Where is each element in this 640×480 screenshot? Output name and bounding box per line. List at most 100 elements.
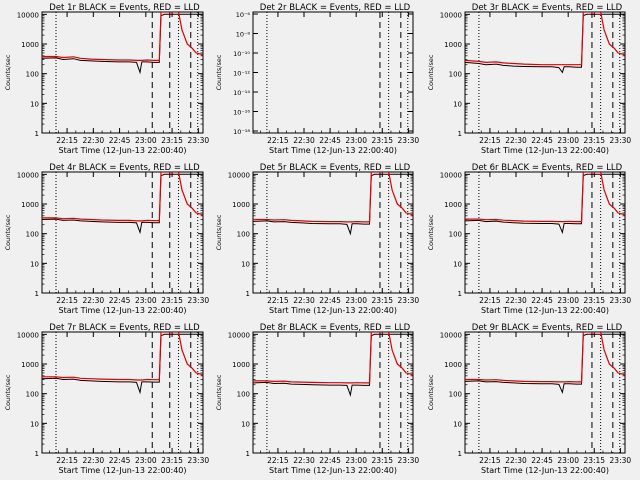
y-tick-label: 1 [35, 450, 39, 458]
x-tick-label: 22:45 [531, 136, 553, 145]
plot-frame [41, 171, 204, 294]
panel-title: Det 5r BLACK = Events, RED = LLD [260, 163, 411, 173]
x-tick-label: 23:00 [135, 136, 157, 145]
chart-panel-9: Det 9r BLACK = Events, RED = LLD Counts/s… [427, 323, 631, 475]
y-axis-label: Counts/sec [215, 214, 223, 250]
x-tick-label: 23:00 [135, 296, 157, 305]
x-tick-label: 23:30 [188, 296, 210, 305]
y-tick-label: 10 [453, 260, 462, 268]
plot-frame [464, 331, 626, 454]
x-axis-label: Start Time (12-Jun-13 22:00:40) [59, 146, 187, 155]
y-tick-label: 1 [35, 290, 39, 298]
x-tick-label: 23:30 [398, 456, 420, 465]
x-tick-label: 23:30 [188, 456, 210, 465]
y-axis-label: Counts/sec [4, 54, 12, 90]
x-tick-label: 22:15 [267, 296, 289, 305]
x-tick-label: 23:30 [188, 136, 210, 145]
series-line-lld [42, 332, 203, 381]
x-tick-label: 22:45 [109, 136, 131, 145]
y-tick-label: 10⁻⁶ [236, 11, 251, 19]
y-tick-label: 10⁻¹⁰ [233, 50, 250, 58]
series-line-events [465, 13, 625, 74]
x-tick-label: 23:15 [161, 136, 183, 145]
y-tick-label: 10⁻¹² [233, 70, 250, 78]
y-tick-label: 10000 [440, 171, 462, 179]
x-tick-label: 23:15 [583, 136, 605, 145]
series-line-lld [465, 332, 625, 383]
y-tick-label: 100 [449, 231, 462, 239]
y-tick-label: 10 [30, 260, 39, 268]
x-tick-label: 23:30 [610, 296, 632, 305]
y-tick-label: 1000 [444, 41, 462, 49]
x-tick-label: 22:30 [505, 296, 527, 305]
series-line-events [42, 173, 203, 235]
x-tick-label: 22:30 [83, 456, 105, 465]
x-tick-label: 22:15 [56, 456, 78, 465]
y-tick-label: 100 [449, 391, 462, 399]
x-tick-label: 23:15 [583, 456, 605, 465]
y-axis-label: Counts/sec [4, 374, 12, 410]
chart-panel-1: Det 1r BLACK = Events, RED = LLD Counts/s… [4, 3, 209, 155]
x-tick-label: 23:00 [135, 456, 157, 465]
x-tick-label: 22:15 [56, 296, 78, 305]
plot-frame [41, 331, 204, 454]
x-axis-label: Start Time (12-Jun-13 22:00:40) [481, 146, 609, 155]
y-tick-label: 10000 [17, 171, 39, 179]
x-tick-label: 22:45 [531, 296, 553, 305]
x-tick-label: 22:15 [56, 136, 78, 145]
x-tick-label: 22:30 [293, 456, 315, 465]
x-axis-label: Start Time (12-Jun-13 22:00:40) [59, 466, 187, 475]
panel-title: Det 6r BLACK = Events, RED = LLD [472, 163, 623, 173]
panel-title: Det 7r BLACK = Events, RED = LLD [49, 323, 200, 333]
y-tick-label: 1 [458, 130, 462, 138]
x-tick-label: 22:30 [293, 136, 315, 145]
y-tick-label: 1 [246, 450, 250, 458]
plot-frame [464, 11, 626, 134]
y-tick-label: 1 [458, 450, 462, 458]
x-tick-label: 23:00 [345, 136, 367, 145]
chart-panel-7: Det 7r BLACK = Events, RED = LLD Counts/s… [4, 323, 209, 475]
panel-title: Det 4r BLACK = Events, RED = LLD [49, 163, 200, 173]
chart-panel-5: Det 5r BLACK = Events, RED = LLD Counts/s… [215, 163, 419, 315]
series-line-lld [465, 12, 625, 66]
x-tick-label: 22:45 [531, 456, 553, 465]
panel-title: Det 8r BLACK = Events, RED = LLD [260, 323, 411, 333]
chart-panel-8: Det 8r BLACK = Events, RED = LLD Counts/s… [215, 323, 419, 475]
y-tick-label: 10000 [17, 11, 39, 19]
x-axis-label: Start Time (12-Jun-13 22:00:40) [269, 306, 397, 315]
x-tick-label: 23:00 [345, 456, 367, 465]
y-tick-label: 10⁻¹⁴ [233, 89, 250, 97]
y-tick-label: 100 [449, 71, 462, 79]
x-tick-label: 23:00 [557, 136, 579, 145]
plot-frame [252, 331, 414, 454]
y-tick-label: 10 [241, 420, 250, 428]
x-axis-label: Start Time (12-Jun-13 22:00:40) [269, 146, 397, 155]
x-tick-label: 22:45 [319, 136, 341, 145]
x-tick-label: 22:30 [505, 456, 527, 465]
x-axis-label: Start Time (12-Jun-13 22:00:40) [481, 306, 609, 315]
y-tick-label: 1000 [21, 201, 39, 209]
chart-panel-2: Det 2r BLACK = Events, RED = LLD Counts/s… [215, 3, 419, 155]
x-tick-label: 22:15 [267, 136, 289, 145]
y-tick-label: 10000 [440, 331, 462, 339]
y-axis-label: Counts/sec [215, 374, 223, 410]
y-tick-label: 100 [26, 71, 39, 79]
panel-title: Det 2r BLACK = Events, RED = LLD [260, 3, 411, 13]
panel-title: Det 3r BLACK = Events, RED = LLD [472, 3, 623, 13]
plot-frame [252, 171, 414, 294]
series-line-events [465, 333, 625, 395]
x-tick-label: 23:15 [371, 296, 393, 305]
y-tick-label: 1000 [444, 201, 462, 209]
chart-panel-3: Det 3r BLACK = Events, RED = LLD Counts/s… [427, 3, 631, 155]
y-axis-label: Counts/sec [427, 374, 435, 410]
y-tick-label: 100 [26, 391, 39, 399]
x-tick-label: 23:30 [398, 136, 420, 145]
y-axis-label: Counts/sec [427, 54, 435, 90]
y-tick-label: 10 [453, 420, 462, 428]
x-tick-label: 22:15 [479, 296, 501, 305]
series-line-lld [253, 172, 413, 223]
y-axis-label: Counts/sec [4, 214, 12, 250]
panel-title: Det 9r BLACK = Events, RED = LLD [472, 323, 623, 333]
plot-frame [41, 11, 204, 134]
